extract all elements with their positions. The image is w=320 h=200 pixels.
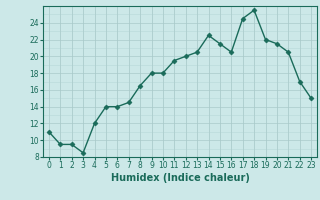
X-axis label: Humidex (Indice chaleur): Humidex (Indice chaleur) xyxy=(111,173,249,183)
